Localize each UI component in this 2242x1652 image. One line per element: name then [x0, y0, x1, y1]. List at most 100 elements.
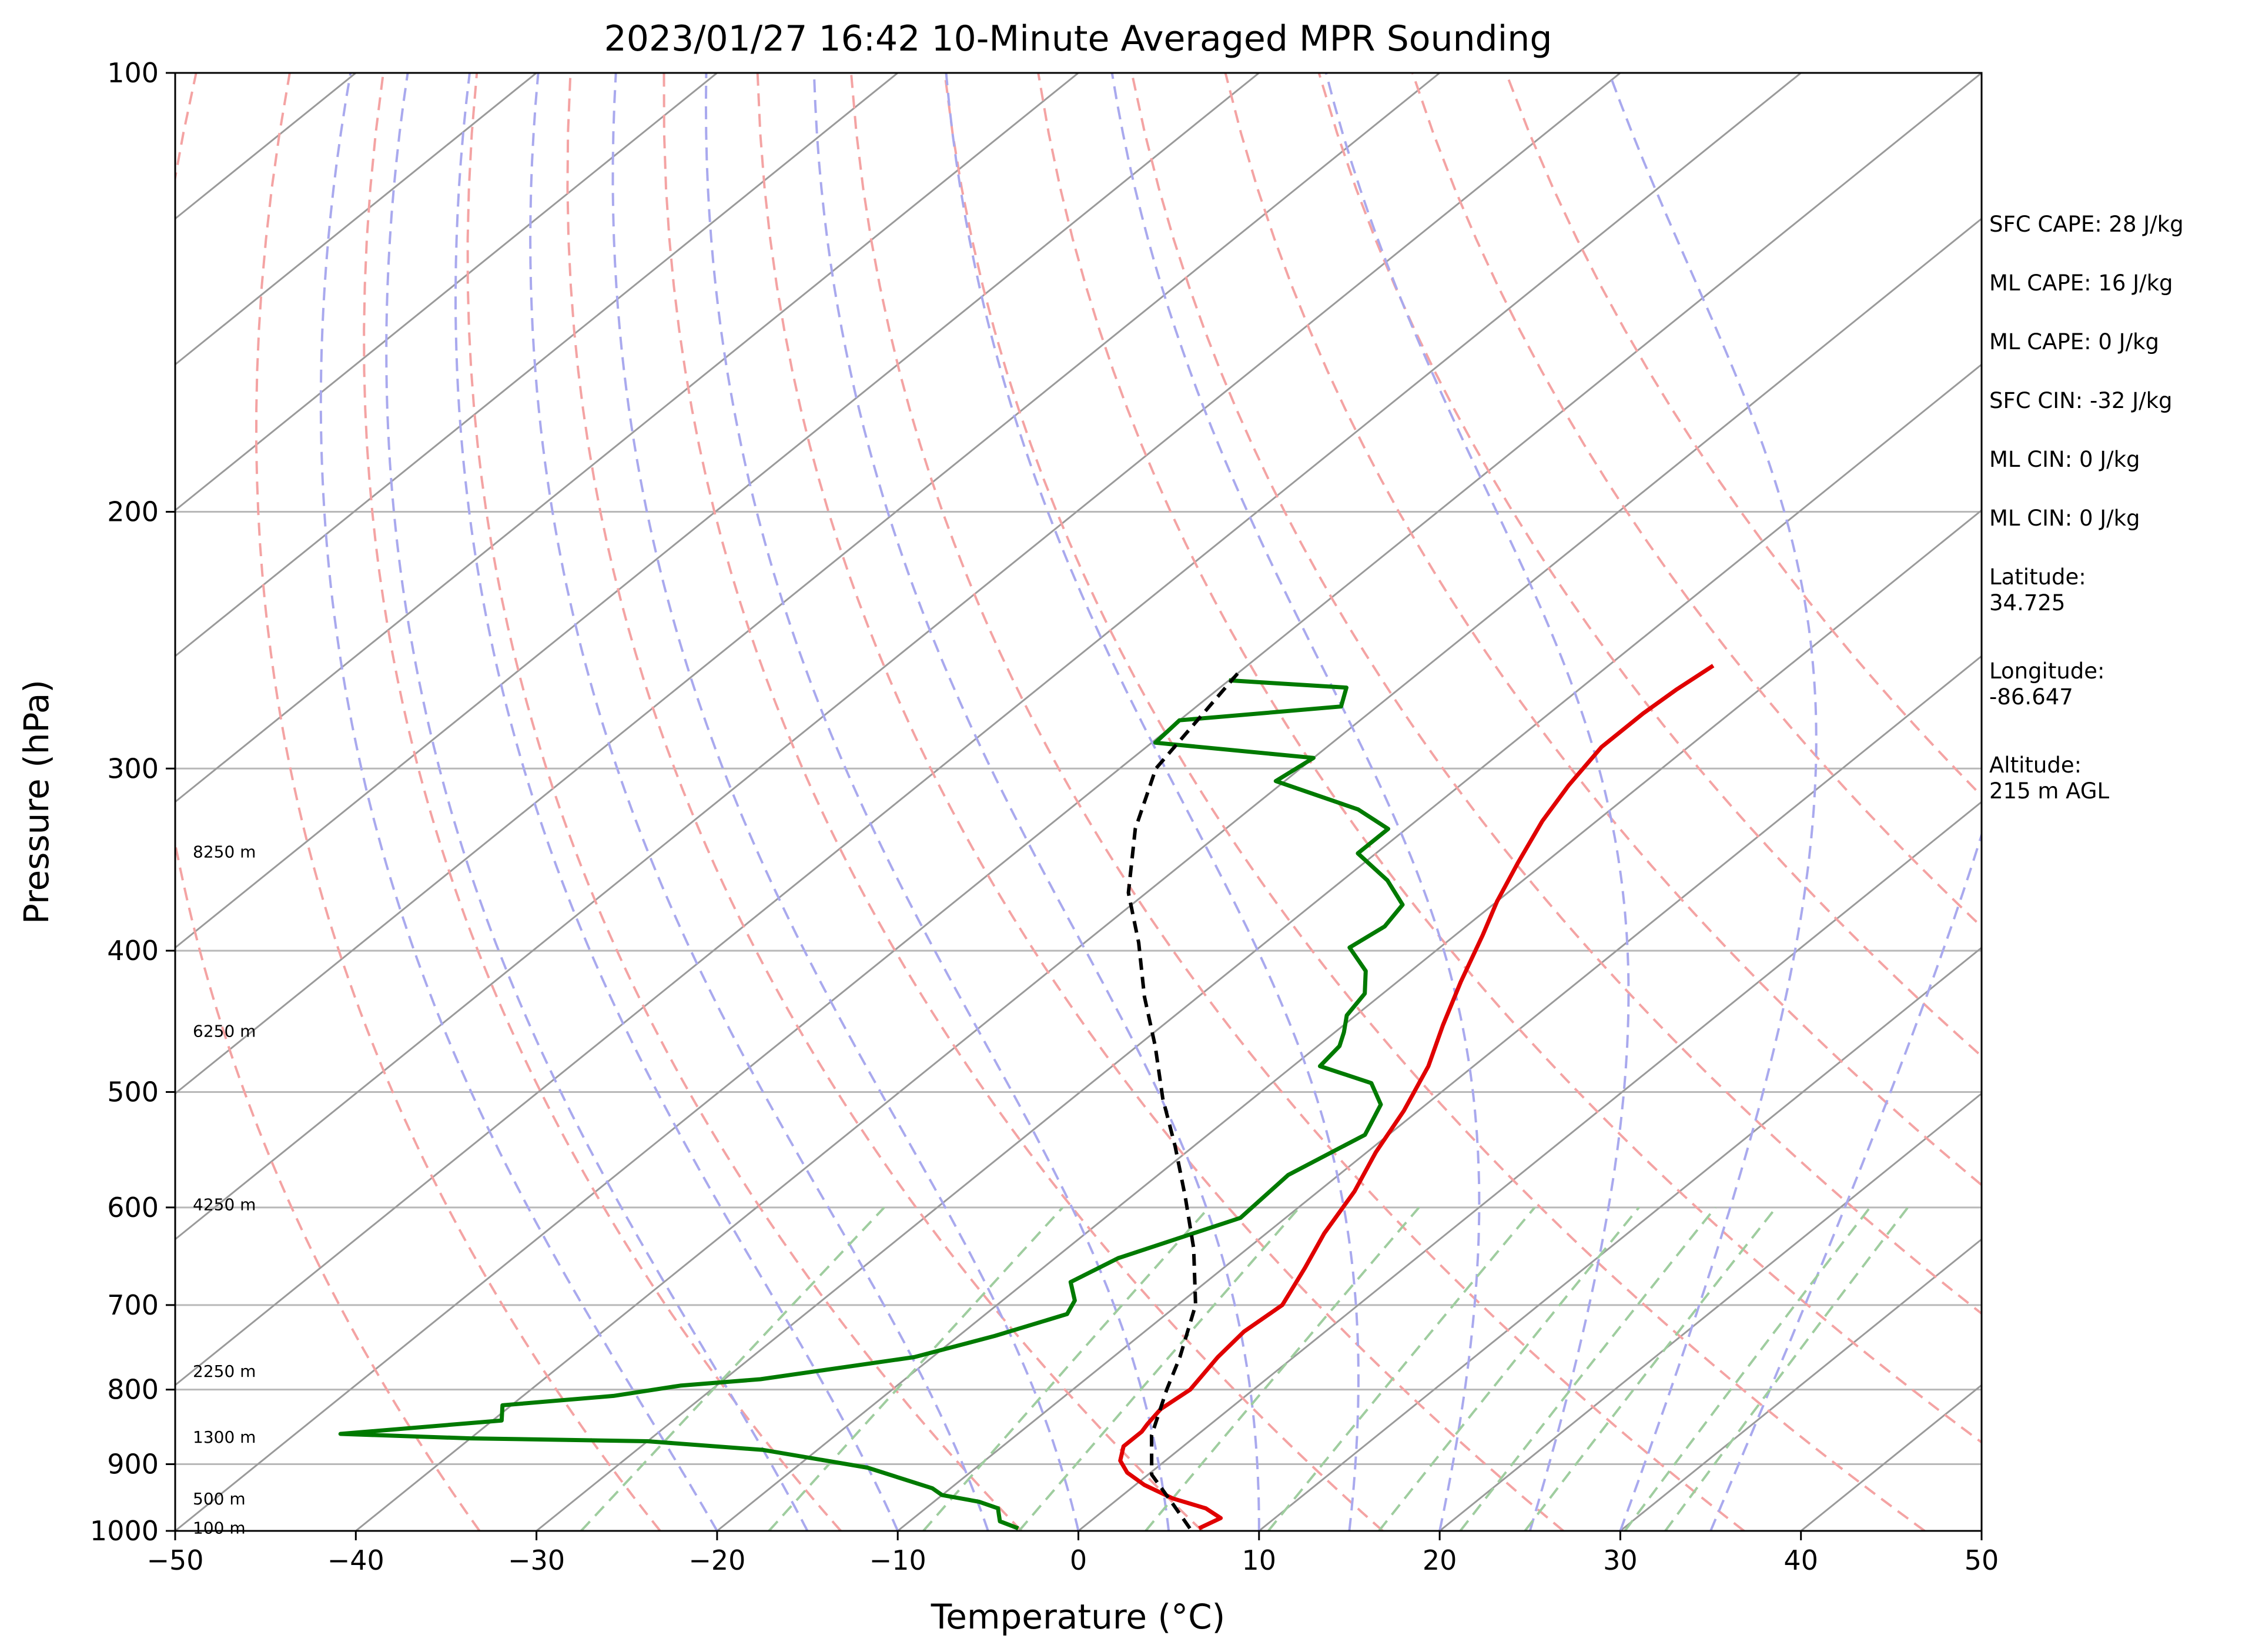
longitude-value: -86.647 — [1989, 684, 2073, 710]
stat-ml-cape-2: ML CAPE: 0 J/kg — [1989, 329, 2159, 355]
height-label: 2250 m — [193, 1362, 256, 1381]
mixing-ratio-line — [1664, 1206, 1909, 1531]
latitude-label: Latitude: — [1989, 564, 2086, 590]
x-tick-label: 50 — [1965, 1544, 1999, 1576]
dry-adiabat-line — [1317, 73, 1982, 1058]
isotherm-line — [175, 73, 1079, 803]
moist-adiabat-line — [611, 73, 1080, 1531]
stat-ml-cape: ML CAPE: 16 J/kg — [1989, 270, 2173, 296]
moist-adiabat-line — [529, 73, 989, 1531]
dry-adiabat-line — [756, 73, 1564, 1531]
plot-grid — [175, 73, 1982, 1531]
y-tick-label: 100 — [107, 57, 159, 89]
height-label: 8250 m — [193, 842, 256, 861]
y-tick-label: 700 — [107, 1289, 159, 1321]
stat-ml-cin-2: ML CIN: 0 J/kg — [1989, 506, 2140, 531]
height-label: 100 m — [193, 1519, 246, 1538]
x-tick-label: −20 — [688, 1544, 745, 1576]
moist-adiabat-line — [1324, 73, 1630, 1531]
dry-adiabat-line — [1224, 73, 1982, 1187]
mixing-ratio-line — [1018, 1206, 1301, 1531]
isotherm-line — [1258, 947, 1982, 1531]
isotherm-line — [175, 73, 1621, 1240]
x-tick-label: 10 — [1242, 1544, 1277, 1576]
stat-sfc-cin: SFC CIN: -32 J/kg — [1989, 388, 2173, 413]
isotherm-line — [897, 655, 1982, 1531]
dry-adiabat-line — [566, 73, 1203, 1531]
longitude-label: Longitude: — [1989, 658, 2105, 684]
isotherm-line — [175, 73, 1260, 949]
height-label: 500 m — [193, 1489, 246, 1509]
plot-series — [338, 664, 1715, 1530]
isotherm-line — [175, 73, 1441, 1095]
parcel-profile-line — [1126, 671, 1240, 1530]
dry-adiabat-line — [255, 73, 661, 1531]
stat-ml-cin: ML CIN: 0 J/kg — [1989, 447, 2140, 472]
moist-adiabat-line — [704, 73, 1170, 1531]
stat-sfc-cape: SFC CAPE: 28 J/kg — [1989, 212, 2184, 237]
moist-adiabat-line — [319, 73, 718, 1531]
y-tick-label: 300 — [107, 753, 159, 784]
dry-adiabat-line — [1037, 73, 1982, 1444]
latitude-value: 34.725 — [1989, 590, 2066, 616]
mixing-ratio-line — [580, 1206, 885, 1531]
dry-adiabat-line — [943, 73, 1926, 1531]
moist-adiabat-line — [1608, 73, 1818, 1531]
isotherm-line — [536, 363, 1982, 1531]
latitude-block: Latitude: 34.725 — [1989, 564, 2236, 658]
mixing-ratio-line — [1267, 1206, 1536, 1531]
y-tick-label: 800 — [107, 1374, 159, 1406]
moist-adiabat-line — [385, 73, 809, 1531]
x-tick-label: −10 — [869, 1544, 926, 1576]
mixing-ratio-line — [1524, 1206, 1778, 1531]
temperature-profile-line — [1118, 664, 1715, 1530]
isotherm-line — [355, 218, 1982, 1531]
mixing-ratio-line — [768, 1206, 1064, 1531]
height-label: 6250 m — [193, 1021, 256, 1041]
y-tick-label: 200 — [107, 496, 159, 528]
isotherm-line — [1439, 1092, 1982, 1531]
altitude-block: Altitude: 215 m AGL — [1989, 753, 2236, 847]
dry-adiabat-line — [1130, 73, 1982, 1315]
x-tick-label: −50 — [146, 1544, 203, 1576]
height-labels: 100 m 500 m 1300 m 2250 m 4250 m 6250 m 8250 m — [193, 842, 256, 1537]
y-tick-label: 500 — [107, 1076, 159, 1108]
isotherm-line — [175, 73, 1802, 1386]
y-tick-label: 900 — [107, 1449, 159, 1480]
mixing-ratio-line — [922, 1206, 1210, 1531]
moist-adiabat-line — [945, 73, 1360, 1531]
sounding-stats: SFC CAPE: 28 J/kg ML CAPE: 16 J/kg ML CA… — [1989, 212, 2236, 847]
dry-adiabat-line — [175, 73, 481, 1531]
altitude-value: 215 m AGL — [1989, 778, 2110, 804]
moist-adiabat-line — [454, 73, 899, 1531]
height-label: 4250 m — [193, 1195, 256, 1214]
x-tick-label: 30 — [1603, 1544, 1638, 1576]
mixing-ratio-line — [1624, 1206, 1871, 1531]
dry-adiabat-line — [466, 73, 1023, 1531]
isotherm-line — [716, 509, 1982, 1531]
isotherm-line — [175, 73, 537, 366]
x-tick-label: −40 — [327, 1544, 384, 1576]
x-tick-label: 0 — [1070, 1544, 1087, 1576]
altitude-label: Altitude: — [1989, 753, 2082, 778]
x-tick-label: −30 — [508, 1544, 565, 1576]
isotherm-line — [1078, 801, 1982, 1531]
mixing-ratio-line — [1145, 1206, 1420, 1531]
y-tick-label: 1000 — [90, 1515, 159, 1547]
dry-adiabat-line — [1505, 73, 1982, 798]
isotherm-line — [1619, 1238, 1982, 1531]
isotherm-line — [175, 73, 718, 511]
longitude-block: Longitude: -86.647 — [1989, 658, 2236, 753]
x-tick-label: 20 — [1423, 1544, 1457, 1576]
chart-title: 2023/01/27 16:42 10-Minute Averaged MPR … — [604, 18, 1552, 59]
x-axis-label: Temperature (°C) — [931, 1597, 1226, 1637]
axis-ticks: −50 −40 −30 −20 −10 0 10 20 30 40 50 1000 900 800 700 6… — [90, 57, 1999, 1576]
isotherm-line — [175, 73, 899, 657]
moist-adiabat-line — [812, 73, 1260, 1531]
dewpoint-profile-line — [338, 678, 1405, 1530]
y-tick-label: 400 — [107, 935, 159, 967]
moist-adiabat-line — [1110, 73, 1481, 1531]
moist-adiabat-line — [1709, 73, 1982, 1531]
x-tick-label: 40 — [1783, 1544, 1818, 1576]
